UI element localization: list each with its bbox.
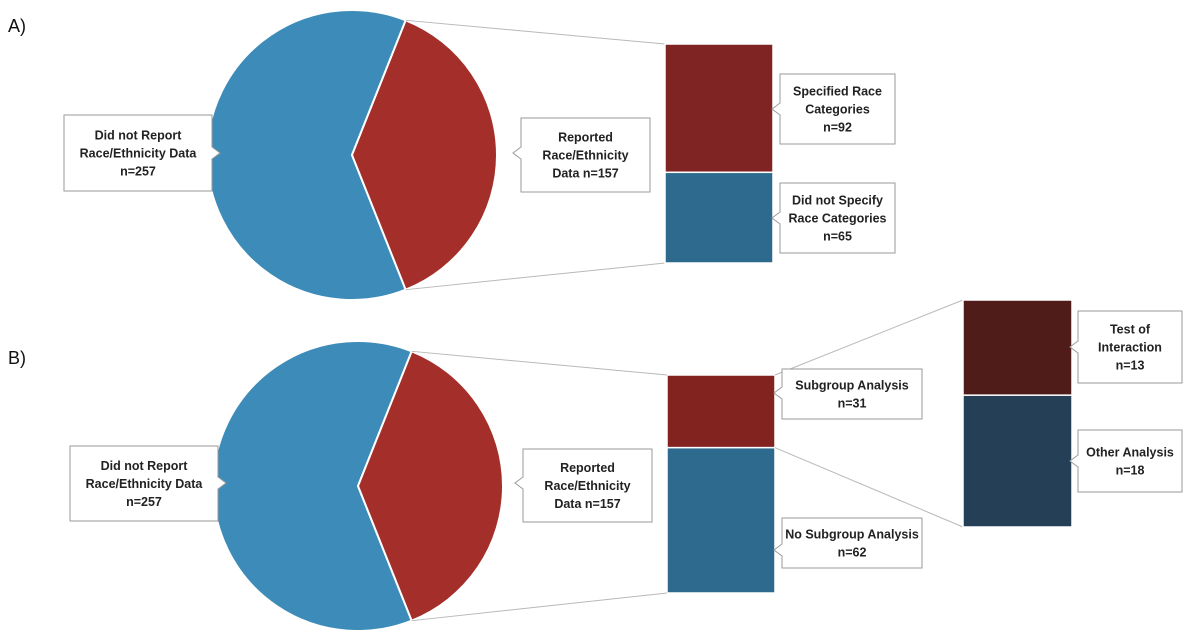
callout-b2-interaction-pointer — [1069, 340, 1079, 354]
panel-label-b: B) — [8, 348, 26, 368]
callout-a-not-reported-pointer — [211, 146, 221, 160]
callout-b-no-subgroup-line-2: n=62 — [838, 546, 867, 560]
callout-b2-interaction-box — [1077, 310, 1183, 384]
callout-b-reported-line-3: Data n=157 — [554, 497, 620, 511]
bar-b2-interaction-segment — [962, 299, 1073, 396]
callout-b-no-subgroup: No Subgroup Analysis n=62 — [773, 517, 923, 569]
callout-b-reported-pointer — [514, 476, 524, 490]
callout-b-subgroup-line-2: n=31 — [838, 397, 867, 411]
callout-b-subgroup-pointer — [773, 386, 783, 400]
bar-a-not-specified-segment — [664, 171, 774, 264]
callout-b2-other-line-1: Other Analysis — [1086, 446, 1174, 460]
callout-a-reported-line-2: Race/Ethnicity — [542, 149, 628, 163]
callout-b2-other-box — [1077, 429, 1183, 493]
callout-a-not-reported: Did not Report Race/Ethnicity Data n=257 — [63, 114, 221, 192]
callout-a-not-reported-line-2: Race/Ethnicity Data — [80, 147, 198, 161]
callout-a-reported-box — [520, 117, 651, 193]
callout-a-not-specified-box — [779, 182, 896, 254]
callout-b-no-subgroup-line-1: No Subgroup Analysis — [785, 528, 919, 542]
callout-a-not-specified: Did not Specify Race Categories n=65 — [771, 182, 896, 254]
pie-b-reported-slice — [356, 350, 504, 622]
callout-a-reported: Reported Race/Ethnicity Data n=157 — [512, 117, 651, 193]
callout-a-not-reported-box — [63, 114, 213, 192]
callout-b2-other: Other Analysis n=18 — [1069, 429, 1183, 493]
callout-b-no-subgroup-box — [781, 517, 923, 569]
connector-b2-bottom — [774, 447, 964, 528]
callout-b-subgroup-box — [781, 368, 923, 420]
callout-a-not-specified-line-1: Did not Specify — [792, 194, 883, 208]
callout-a-reported-line-3: Data n=157 — [552, 167, 618, 181]
callout-b2-interaction-line-1: Test of — [1110, 323, 1151, 337]
connector-a-bottom — [405, 262, 666, 291]
callout-b-reported-line-1: Reported — [560, 461, 615, 475]
callout-b-subgroup: Subgroup Analysis n=31 — [773, 368, 923, 420]
callout-a-not-reported-line-1: Did not Report — [95, 129, 183, 143]
callout-b-reported-line-2: Race/Ethnicity — [544, 479, 630, 493]
callout-a-reported-pointer — [512, 146, 522, 160]
callout-a-specified-line-2: Categories — [805, 103, 870, 117]
connector-b2-top — [774, 299, 964, 376]
callout-b2-other-pointer — [1069, 454, 1079, 468]
callout-a-reported-line-1: Reported — [558, 131, 613, 145]
callout-a-specified-box — [779, 73, 896, 145]
bar-b-no-subgroup-segment — [666, 446, 776, 594]
bar-b2-other-segment — [962, 394, 1073, 528]
connector-a-top — [405, 19, 666, 45]
callout-a-not-specified-line-2: Race Categories — [789, 212, 887, 226]
callout-b-reported: Reported Race/Ethnicity Data n=157 — [514, 448, 653, 523]
callout-a-specified: Specified Race Categories n=92 — [771, 73, 896, 145]
connector-b-top — [411, 350, 668, 376]
callout-b2-interaction: Test of Interaction n=13 — [1069, 310, 1183, 384]
callout-a-not-specified-pointer — [771, 211, 781, 225]
callout-b2-interaction-line-3: n=13 — [1116, 359, 1145, 373]
connector-b-bottom — [411, 592, 668, 622]
callout-a-specified-line-1: Specified Race — [793, 85, 882, 99]
callout-a-specified-line-3: n=92 — [823, 121, 852, 135]
panel-label-a: A) — [8, 16, 26, 36]
callout-a-not-reported-line-3: n=257 — [120, 165, 156, 179]
callout-b-not-reported-box — [69, 445, 219, 522]
callout-b-not-reported: Did not Report Race/Ethnicity Data n=257 — [69, 445, 227, 522]
callout-b-no-subgroup-pointer — [773, 543, 783, 557]
callout-b-not-reported-line-2: Race/Ethnicity Data — [86, 477, 204, 491]
callout-b-subgroup-line-1: Subgroup Analysis — [795, 379, 908, 393]
callout-b-not-reported-line-1: Did not Report — [101, 459, 189, 473]
bar-b-subgroup-segment — [666, 374, 776, 449]
callout-b-not-reported-pointer — [217, 476, 227, 490]
callout-a-specified-pointer — [771, 102, 781, 116]
pie-a-reported-slice — [350, 19, 498, 291]
callout-b2-interaction-line-2: Interaction — [1098, 341, 1162, 355]
callout-b2-other-line-2: n=18 — [1116, 464, 1145, 478]
callout-a-not-specified-line-3: n=65 — [823, 230, 852, 244]
callout-b-not-reported-line-3: n=257 — [126, 495, 162, 509]
bar-a-specified-segment — [664, 43, 774, 174]
